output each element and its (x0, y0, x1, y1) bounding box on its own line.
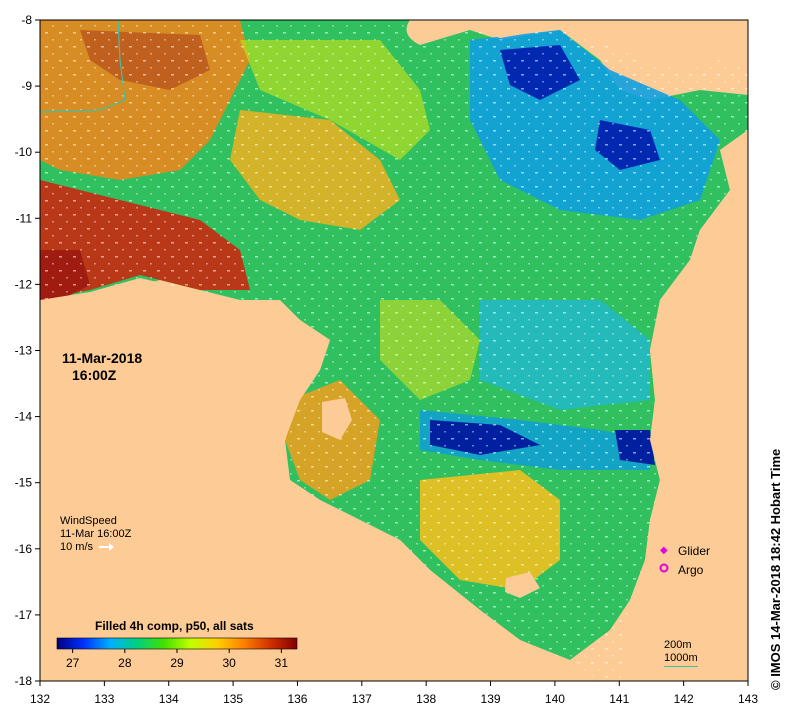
arnhem-land (40, 278, 600, 681)
x-tick-label: 137 (352, 692, 372, 706)
wind-time: 11-Mar 16:00Z (60, 528, 132, 540)
y-tick-label: -13 (15, 344, 33, 358)
y-tick-label: -18 (15, 674, 33, 688)
x-tick-label: 132 (30, 692, 50, 706)
x-tick-label: 135 (223, 692, 243, 706)
timestamp-label: 11-Mar-2018 16:00Z (62, 350, 142, 384)
x-tick-label: 142 (674, 692, 694, 706)
x-tick-label: 136 (287, 692, 307, 706)
y-tick-label: -11 (16, 211, 33, 225)
argo-legend-label: Argo (678, 563, 704, 577)
glider-marker-icon: ◆ (660, 545, 668, 556)
y-tick-label: -14 (15, 410, 33, 424)
y-tick-label: -10 (15, 145, 33, 159)
wellesley-islands (505, 572, 540, 598)
depth-contour-200m-label: 200m (664, 639, 692, 651)
new-guinea-coast (406, 20, 748, 70)
x-tick-label: 141 (609, 692, 629, 706)
argo-marker-icon (659, 563, 669, 573)
wind-arrow-icon (99, 543, 115, 552)
x-tick-label: 138 (416, 692, 436, 706)
y-tick-label: -16 (15, 542, 33, 556)
wind-scale-legend: WindSpeed 11-Mar 16:00Z 10 m/s (60, 515, 131, 554)
x-tick-label: 143 (738, 692, 758, 706)
wind-scale-label: 10 m/s (60, 541, 94, 553)
y-tick-label: -12 (15, 277, 33, 291)
date-label: 11-Mar-2018 (62, 350, 143, 366)
x-tick-label: 134 (159, 692, 179, 706)
colorbar (56, 637, 298, 650)
wind-title: WindSpeed (60, 515, 117, 527)
x-axis: 132 133 134 135 136 137 138 139 140 141 142 143 (30, 681, 758, 706)
credit-label: © IMOS 14-Mar-2018 18:42 Hobart Time (768, 448, 783, 690)
x-tick-label: 139 (481, 692, 501, 706)
y-tick-label: -8 (21, 13, 32, 27)
x-tick-label: 140 (545, 692, 565, 706)
depth-legend: 200m 1000m (664, 639, 698, 667)
y-axis: -8 -9 -10 -11 -12 -13 -14 -15 -16 -17 -18 (15, 13, 40, 688)
colorbar-title: Filled 4h comp, p50, all sats (95, 619, 254, 633)
colorbar-tick-label: 31 (275, 656, 289, 670)
depth-contour-1000m (40, 20, 126, 113)
colorbar-tick-label: 27 (66, 656, 80, 670)
depth-contour-line-sample (664, 666, 698, 667)
colorbar-tick-label: 28 (118, 656, 132, 670)
platform-legend: Glider Argo (660, 542, 710, 580)
groote-eylandt (322, 398, 352, 440)
cape-york (620, 95, 748, 681)
y-tick-label: -9 (21, 79, 32, 93)
colorbar-tick-label: 30 (222, 656, 236, 670)
colorbar-tick-label: 29 (170, 656, 184, 670)
colorbar-ticks: 27 28 29 30 31 (66, 649, 288, 670)
time-label: 16:00Z (72, 367, 117, 383)
depth-contour-1000m-label: 1000m (664, 652, 698, 664)
y-tick-label: -15 (15, 476, 33, 490)
y-tick-label: -17 (15, 608, 33, 622)
glider-legend-label: Glider (678, 544, 711, 558)
x-tick-label: 133 (94, 692, 114, 706)
